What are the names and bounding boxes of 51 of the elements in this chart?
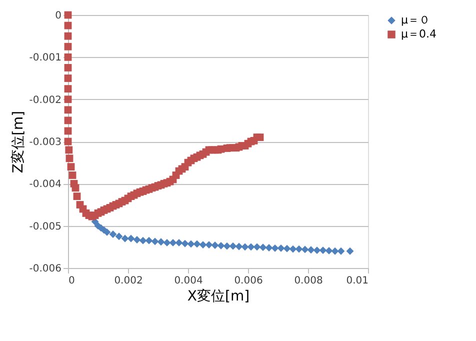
x-tick-label: 0.01 bbox=[346, 276, 368, 286]
point bbox=[253, 243, 261, 251]
point bbox=[283, 244, 291, 252]
point bbox=[115, 232, 123, 240]
y-tick-label: 0 bbox=[55, 10, 62, 22]
point bbox=[259, 244, 267, 252]
point bbox=[223, 242, 231, 250]
point bbox=[181, 240, 189, 248]
y-tick-label: -0.005 bbox=[29, 221, 62, 232]
point bbox=[127, 234, 135, 242]
point bbox=[199, 241, 207, 249]
x-tick-label: 0.004 bbox=[174, 276, 203, 286]
x-axis-title: X変位[m] bbox=[187, 288, 250, 304]
point bbox=[163, 238, 171, 246]
point bbox=[193, 240, 201, 248]
point bbox=[277, 244, 285, 252]
point bbox=[337, 247, 345, 255]
point bbox=[235, 242, 243, 250]
x-tick-label: 0.006 bbox=[234, 276, 263, 286]
point bbox=[241, 243, 249, 251]
point bbox=[247, 243, 255, 251]
point bbox=[139, 236, 147, 244]
point bbox=[295, 245, 303, 253]
y-axis-title: Z変位[m] bbox=[10, 110, 26, 174]
point bbox=[121, 234, 129, 242]
y-tick-label: -0.002 bbox=[29, 94, 62, 106]
x-tick-label: 0.002 bbox=[114, 276, 143, 286]
point bbox=[169, 238, 177, 246]
point bbox=[331, 247, 339, 255]
point bbox=[307, 246, 315, 254]
y-tick-label: -0.006 bbox=[29, 264, 62, 274]
point bbox=[346, 247, 354, 255]
legend-label: μ＝0.4 bbox=[401, 28, 436, 40]
point bbox=[187, 240, 195, 248]
x-tick-label: 0.008 bbox=[294, 276, 323, 286]
legend-label: μ＝０ bbox=[401, 14, 430, 26]
point bbox=[151, 238, 159, 246]
point bbox=[205, 241, 213, 249]
point bbox=[217, 242, 225, 250]
point bbox=[145, 236, 153, 244]
point bbox=[271, 244, 279, 252]
point bbox=[103, 228, 111, 236]
point bbox=[157, 238, 165, 246]
y-tick-label: -0.004 bbox=[29, 179, 62, 190]
point bbox=[229, 242, 237, 250]
point bbox=[301, 246, 309, 254]
y-tick-label: -0.001 bbox=[29, 52, 62, 64]
y-tick-label: -0.003 bbox=[29, 137, 62, 148]
point bbox=[175, 238, 183, 246]
point bbox=[289, 245, 297, 253]
x-tick-label: 0 bbox=[68, 276, 75, 286]
